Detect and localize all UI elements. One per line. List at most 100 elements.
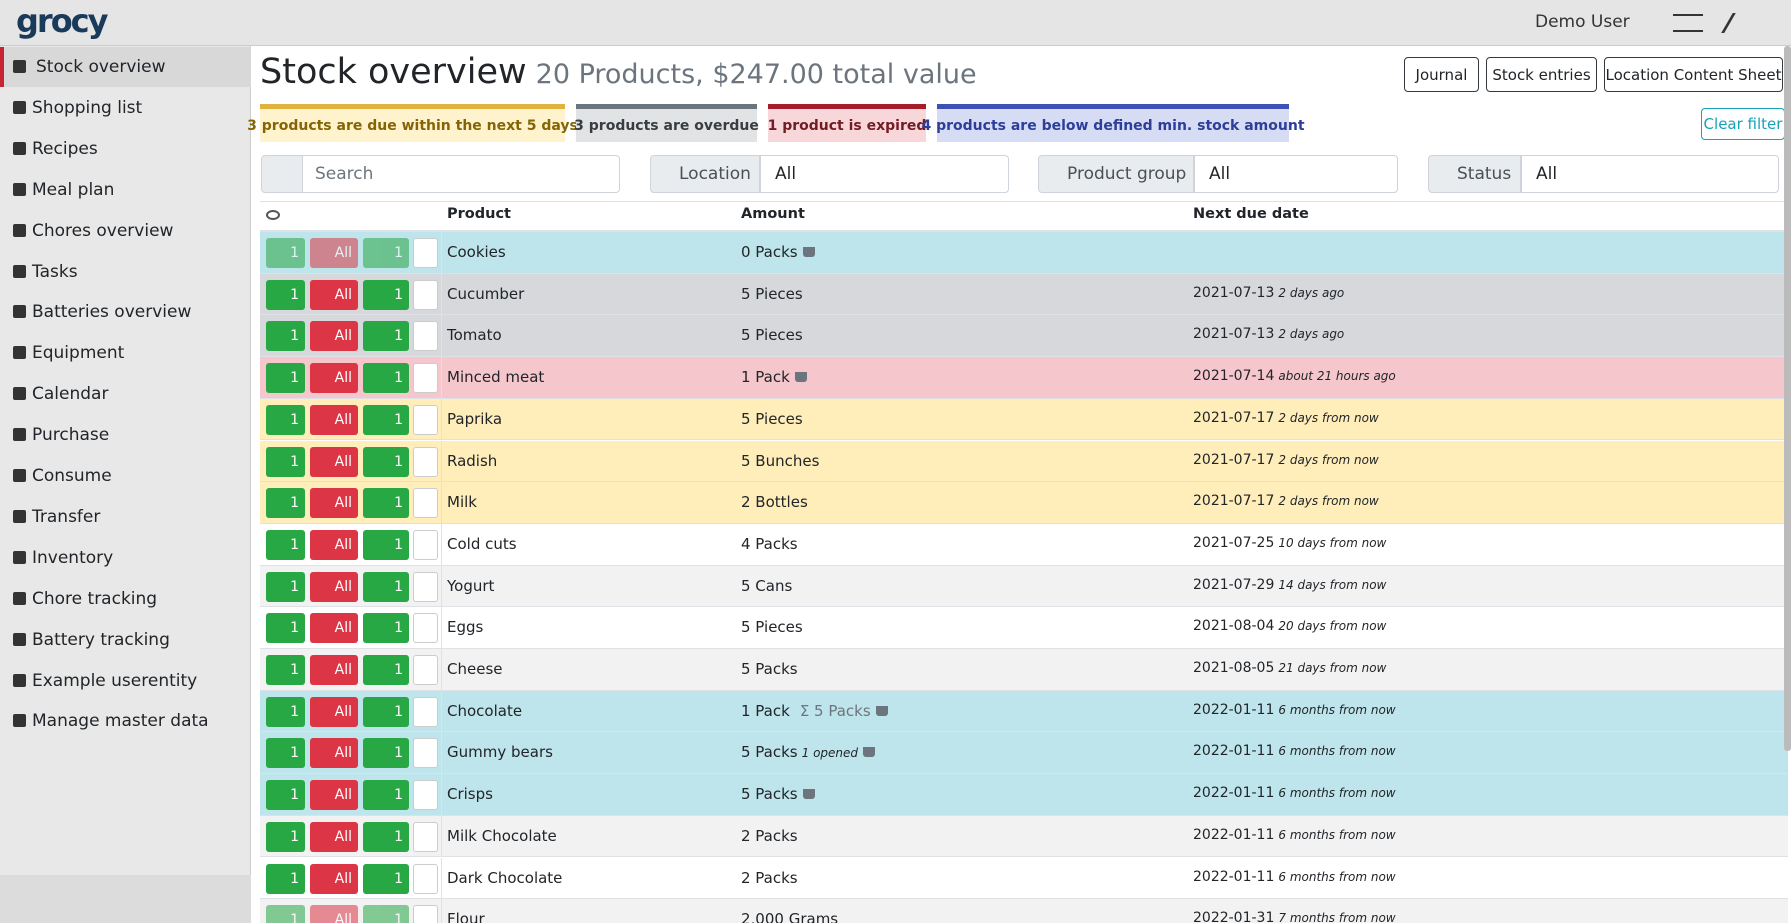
- nav-item[interactable]: Purchase: [0, 415, 251, 455]
- action-button[interactable]: 1: [363, 905, 409, 923]
- action-button[interactable]: 1: [266, 529, 305, 560]
- action-button[interactable]: 1: [363, 571, 409, 602]
- more-menu[interactable]: [413, 404, 438, 435]
- action-button[interactable]: 1: [363, 363, 409, 394]
- action-button[interactable]: 1: [363, 613, 409, 644]
- product-name[interactable]: Radish: [447, 451, 498, 470]
- nav-item[interactable]: Meal plan: [0, 170, 251, 210]
- more-menu[interactable]: [413, 780, 438, 811]
- nav-item[interactable]: Inventory: [0, 538, 251, 578]
- action-button[interactable]: All: [310, 404, 358, 435]
- product-name[interactable]: Cold cuts: [447, 534, 517, 553]
- action-button[interactable]: 1: [363, 655, 409, 685]
- product-name[interactable]: Dark Chocolate: [447, 868, 563, 887]
- action-button[interactable]: 1: [363, 696, 409, 727]
- action-button[interactable]: 1: [363, 279, 409, 310]
- logo[interactable]: grocy: [16, 2, 108, 40]
- product-name[interactable]: Minced meat: [447, 368, 545, 387]
- action-button[interactable]: All: [310, 780, 358, 811]
- product-name[interactable]: Tomato: [447, 326, 502, 345]
- action-button[interactable]: All: [310, 488, 358, 519]
- action-button[interactable]: All: [310, 613, 358, 644]
- filter-select[interactable]: All: [760, 155, 1009, 193]
- product-name[interactable]: Gummy bears: [447, 743, 553, 762]
- status-filter[interactable]: 4 products are below defined min. stock …: [922, 104, 1305, 142]
- header-button[interactable]: Journal: [1404, 57, 1479, 92]
- more-menu[interactable]: [413, 529, 438, 560]
- action-button[interactable]: All: [310, 529, 358, 560]
- product-name[interactable]: Paprika: [447, 409, 503, 428]
- action-button[interactable]: 1: [363, 321, 409, 352]
- nav-item[interactable]: Battery tracking: [0, 620, 251, 660]
- action-button[interactable]: All: [310, 696, 358, 727]
- more-menu[interactable]: [413, 363, 438, 394]
- action-button[interactable]: 1: [266, 780, 305, 811]
- nav-item[interactable]: Equipment: [0, 333, 251, 373]
- more-menu[interactable]: [413, 488, 438, 519]
- nav-item[interactable]: Shopping list: [0, 88, 251, 128]
- more-menu[interactable]: [413, 571, 438, 602]
- action-button[interactable]: 1: [266, 238, 305, 268]
- nav-item[interactable]: Chore tracking: [0, 579, 251, 619]
- action-button[interactable]: All: [310, 905, 358, 923]
- more-menu[interactable]: [413, 238, 438, 268]
- nav-item[interactable]: Tasks: [0, 252, 251, 292]
- product-name[interactable]: Cucumber: [447, 284, 525, 303]
- filter-select[interactable]: All: [1521, 155, 1779, 193]
- action-button[interactable]: 1: [266, 655, 305, 685]
- action-button[interactable]: 1: [266, 905, 305, 923]
- status-filter[interactable]: 1 product is expired: [768, 104, 926, 142]
- action-button[interactable]: 1: [266, 821, 305, 852]
- action-button[interactable]: 1: [266, 571, 305, 602]
- more-menu[interactable]: [413, 279, 438, 310]
- action-button[interactable]: 1: [363, 404, 409, 435]
- action-button[interactable]: 1: [266, 696, 305, 727]
- nav-item[interactable]: Batteries overview: [0, 292, 251, 332]
- action-button[interactable]: All: [310, 238, 358, 268]
- product-name[interactable]: Milk: [447, 493, 477, 512]
- status-filter[interactable]: 3 products are overdue: [574, 104, 759, 142]
- collapse-bar[interactable]: [0, 875, 251, 923]
- product-name[interactable]: Milk Chocolate: [447, 826, 557, 845]
- more-menu[interactable]: [413, 321, 438, 352]
- filter-select[interactable]: All: [1194, 155, 1398, 193]
- column-header[interactable]: Amount: [741, 206, 805, 222]
- nav-item[interactable]: Chores overview: [0, 211, 251, 251]
- action-button[interactable]: 1: [266, 738, 305, 769]
- column-header[interactable]: Product: [447, 206, 511, 222]
- nav-item[interactable]: Manage master data: [0, 701, 251, 741]
- nav-item[interactable]: Recipes: [0, 129, 251, 169]
- product-name[interactable]: Eggs: [447, 618, 484, 637]
- nav-item[interactable]: Example userentity: [0, 661, 251, 701]
- action-button[interactable]: 1: [266, 488, 305, 519]
- action-button[interactable]: 1: [363, 488, 409, 519]
- action-button[interactable]: All: [310, 821, 358, 852]
- action-button[interactable]: All: [310, 321, 358, 352]
- column-visibility[interactable]: [266, 210, 280, 220]
- action-button[interactable]: 1: [363, 738, 409, 769]
- more-menu[interactable]: [413, 446, 438, 477]
- product-name[interactable]: Chocolate: [447, 701, 523, 720]
- action-button[interactable]: 1: [266, 321, 305, 352]
- header-button[interactable]: Stock entries: [1486, 57, 1597, 92]
- user-menu[interactable]: Demo User: [1535, 12, 1630, 32]
- action-button[interactable]: 1: [363, 529, 409, 560]
- status-filter[interactable]: 3 products are due within the next 5 day…: [247, 104, 578, 142]
- action-button[interactable]: 1: [266, 363, 305, 394]
- more-menu[interactable]: [413, 655, 438, 685]
- more-menu[interactable]: [413, 905, 438, 923]
- more-menu[interactable]: [413, 863, 438, 894]
- action-button[interactable]: All: [310, 446, 358, 477]
- action-button[interactable]: All: [310, 655, 358, 685]
- clear-filter[interactable]: Clear filter: [1701, 108, 1785, 140]
- product-name[interactable]: Flour: [447, 910, 485, 923]
- action-button[interactable]: 1: [266, 279, 305, 310]
- action-button[interactable]: 1: [363, 238, 409, 268]
- nav-item[interactable]: Calendar: [0, 374, 251, 414]
- action-button[interactable]: All: [310, 863, 358, 894]
- nav-item[interactable]: Stock overview: [0, 47, 251, 87]
- action-button[interactable]: All: [310, 279, 358, 310]
- product-name[interactable]: Cookies: [447, 243, 506, 261]
- search-input[interactable]: Search: [302, 155, 620, 193]
- more-menu[interactable]: [413, 738, 438, 769]
